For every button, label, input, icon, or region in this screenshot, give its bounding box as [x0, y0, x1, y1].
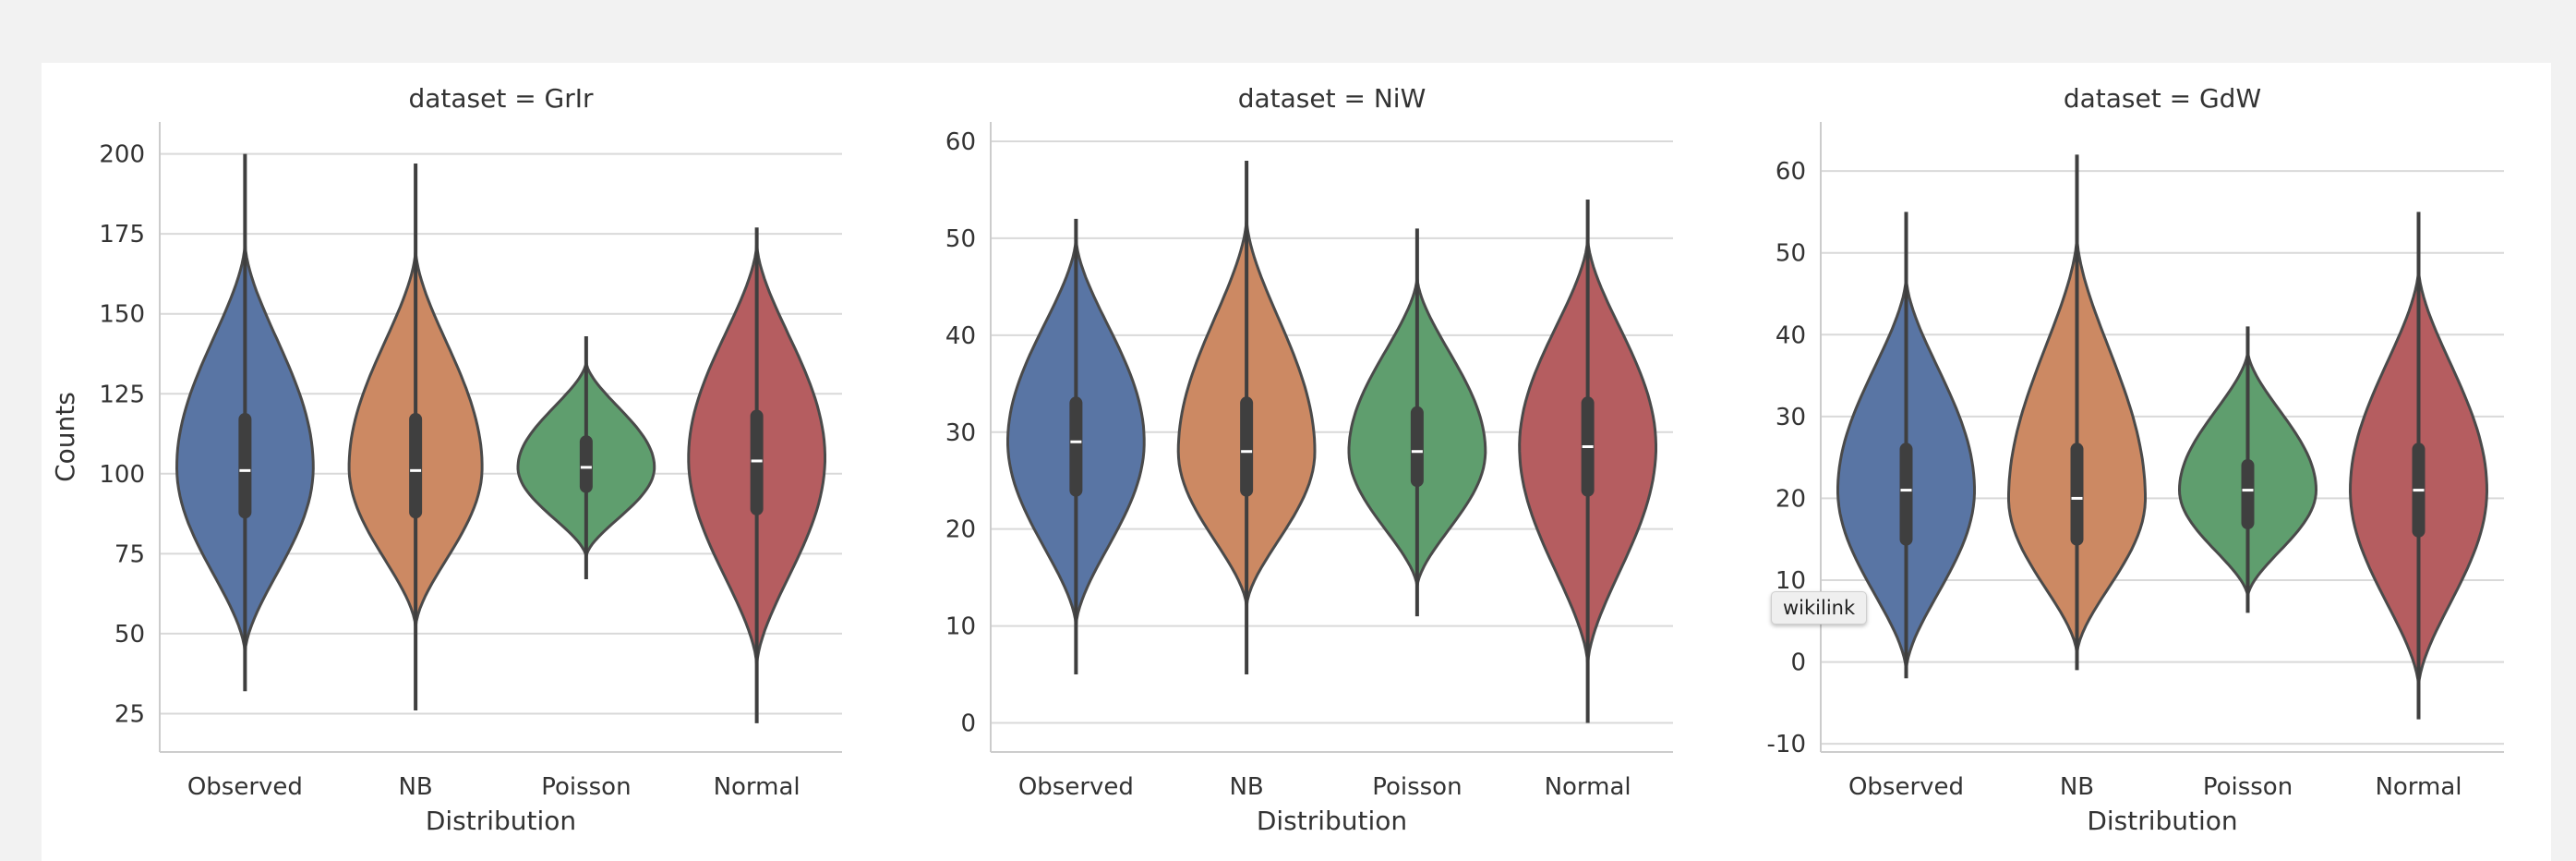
x-tick-label: NB	[1229, 773, 1263, 801]
y-axis-title: Counts	[50, 392, 80, 482]
link-tooltip: wikilink	[1771, 591, 1868, 625]
y-tick-label: 60	[1776, 158, 1806, 186]
x-tick-label: Poisson	[541, 773, 631, 801]
y-tick-label: 150	[99, 301, 145, 329]
panel-title: dataset = GdW	[2064, 83, 2261, 114]
y-tick-label: -10	[1767, 731, 1806, 758]
y-tick-label: 125	[99, 381, 145, 408]
y-tick-label: 200	[99, 141, 145, 169]
x-tick-label: Observed	[1848, 773, 1964, 801]
chart-panel-2: 0 10 20 30 40 50 60 Observed NB Poisson Normal Dist…	[945, 83, 1673, 836]
y-tick-label: 25	[114, 700, 145, 728]
y-tick-label: 30	[945, 419, 976, 447]
x-tick-label: Normal	[714, 773, 800, 801]
x-tick-label: Observed	[187, 773, 303, 801]
x-tick-label: NB	[398, 773, 432, 801]
y-tick-label: 50	[1776, 240, 1806, 268]
panel-title: dataset = GrIr	[408, 83, 594, 114]
x-axis-title: Distribution	[426, 806, 576, 836]
panel-title: dataset = NiW	[1238, 83, 1426, 114]
y-tick-label: 100	[99, 461, 145, 489]
x-axis-title: Distribution	[1257, 806, 1407, 836]
y-tick-label: 40	[945, 322, 976, 350]
chart-panel-3: -10 0 10 20 30 40 50 60 Observed NB Poisson Normal D…	[1767, 83, 2504, 836]
x-tick-label: Poisson	[1372, 773, 1462, 801]
y-tick-label: 75	[114, 540, 145, 568]
y-tick-label: 175	[99, 221, 145, 249]
x-tick-label: Observed	[1018, 773, 1134, 801]
chart-panel-1: 25 50 75 100 125 150 175 200 Observed NB Poisson No…	[50, 83, 842, 836]
y-tick-label: 50	[114, 621, 145, 649]
y-tick-label: 40	[1776, 321, 1806, 349]
y-tick-label: 0	[1790, 649, 1806, 677]
y-tick-label: 20	[1776, 485, 1806, 513]
x-tick-label: Normal	[1545, 773, 1631, 801]
figure: 25 50 75 100 125 150 175 200 Observed NB Poisson No…	[42, 63, 2551, 861]
y-tick-label: 30	[1776, 404, 1806, 431]
y-tick-label: 50	[945, 225, 976, 253]
y-tick-label: 20	[945, 516, 976, 544]
x-tick-label: Poisson	[2203, 773, 2293, 801]
y-tick-label: 10	[1776, 567, 1806, 595]
y-tick-label: 60	[945, 128, 976, 156]
x-tick-label: NB	[2060, 773, 2094, 801]
y-tick-label: 10	[945, 613, 976, 641]
x-axis-title: Distribution	[2087, 806, 2237, 836]
y-tick-label: 0	[960, 710, 976, 738]
x-tick-label: Normal	[2375, 773, 2462, 801]
